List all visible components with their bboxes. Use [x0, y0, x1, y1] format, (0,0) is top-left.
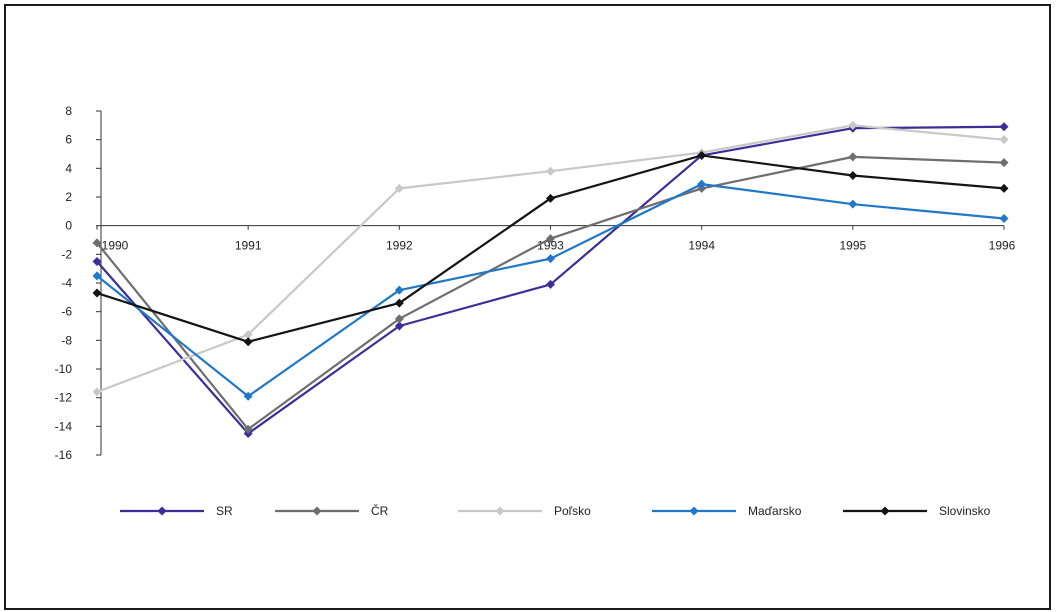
series-2 — [92, 120, 1009, 397]
legend-entry: ČR — [275, 503, 389, 518]
data-point — [546, 279, 555, 289]
y-tick-label: -10 — [55, 362, 73, 376]
legend-marker — [312, 506, 322, 516]
data-point — [394, 321, 404, 331]
data-point — [243, 337, 253, 347]
data-point — [999, 135, 1009, 145]
data-point — [243, 330, 253, 340]
data-point — [394, 285, 404, 295]
data-point — [848, 120, 858, 130]
x-tick-label: 1996 — [989, 239, 1016, 253]
y-tick-label: -6 — [61, 305, 72, 319]
y-tick-label: -16 — [55, 448, 73, 462]
series-3 — [92, 179, 1009, 401]
legend-entry: Maďarsko — [652, 504, 802, 518]
y-tick-label: -14 — [55, 419, 73, 433]
data-point — [999, 214, 1009, 223]
y-tick-label: -12 — [55, 391, 73, 405]
data-point — [92, 271, 102, 281]
data-point — [92, 387, 102, 397]
y-tick-label: 4 — [65, 161, 72, 175]
legend-marker — [495, 506, 505, 516]
data-point — [546, 234, 555, 244]
legend-entry: Poľsko — [458, 504, 591, 518]
axes: 8 6 4 2 0 -2 -4 -6 -8 -10 -12 -14 -16 1990 1991 1992 199… — [55, 104, 1016, 462]
series-lines — [92, 120, 1009, 438]
y-tick-label: -8 — [61, 333, 72, 347]
y-tick-label: -2 — [61, 247, 72, 261]
x-tick-label: 1990 — [102, 239, 129, 253]
data-point — [243, 424, 253, 434]
data-point — [394, 183, 404, 193]
data-point — [999, 183, 1009, 193]
data-point — [92, 238, 102, 248]
y-tick-label: 6 — [65, 133, 72, 147]
data-point — [92, 288, 102, 298]
legend-entry: SR — [120, 504, 233, 518]
data-point — [848, 152, 858, 162]
data-point — [546, 254, 555, 264]
data-point — [999, 158, 1009, 168]
legend-label: Maďarsko — [748, 504, 802, 518]
legend-entry: Slovinsko — [843, 504, 991, 518]
data-point — [243, 391, 253, 401]
legend-marker — [689, 506, 699, 516]
x-tick-label: 1992 — [386, 239, 413, 253]
data-point — [697, 179, 707, 189]
x-tick-label: 1995 — [839, 239, 866, 253]
data-point — [848, 171, 858, 180]
y-tick-label: 0 — [65, 219, 72, 233]
data-point — [92, 257, 102, 266]
data-point — [394, 314, 404, 324]
x-tick-label: 1994 — [688, 239, 715, 253]
y-tick-label: 8 — [65, 104, 72, 118]
y-tick-label: -4 — [61, 276, 72, 290]
legend-marker — [157, 506, 167, 516]
legend-marker — [880, 506, 890, 516]
y-tick-label: 2 — [65, 190, 72, 204]
data-point — [546, 166, 555, 176]
legend-label: SR — [216, 504, 233, 518]
data-point — [999, 122, 1009, 132]
legend-label: Poľsko — [554, 504, 591, 518]
chart-frame — [4, 4, 1051, 610]
legend-label: Slovinsko — [939, 504, 991, 518]
legend-label: ČR — [371, 503, 389, 518]
series-line — [96, 183, 1005, 398]
legend: SR ČR Poľsko Maďarsko Slovinsko — [120, 503, 991, 518]
data-point — [394, 298, 404, 308]
data-point — [848, 199, 858, 209]
data-point — [697, 150, 707, 160]
data-point — [546, 193, 555, 203]
x-tick-label: 1991 — [235, 239, 262, 253]
series-4 — [92, 150, 1009, 347]
